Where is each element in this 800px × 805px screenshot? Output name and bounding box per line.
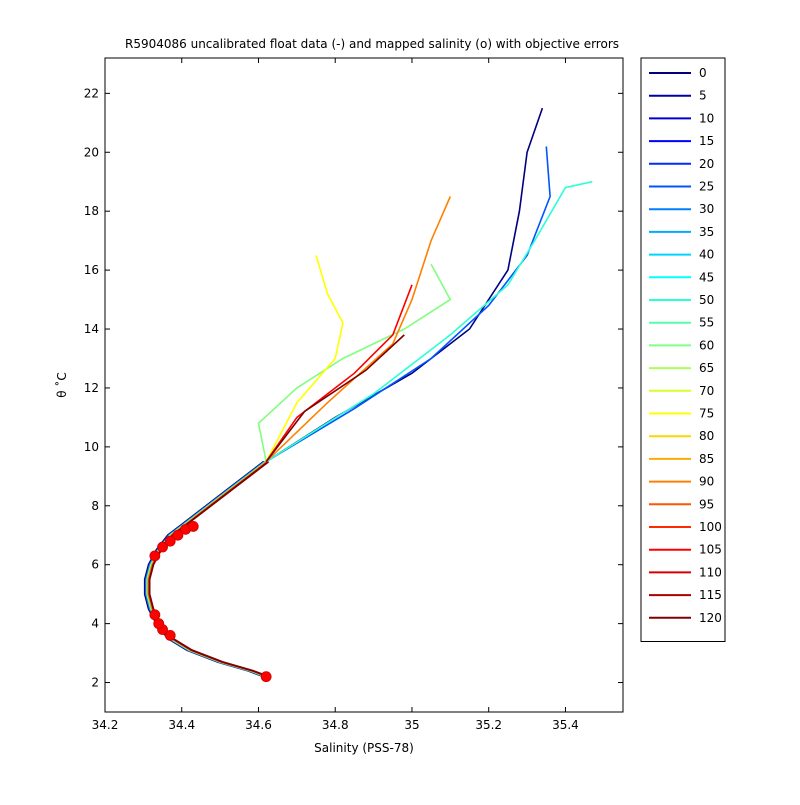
profile-line-deep — [148, 460, 270, 678]
legend-label: 105 — [699, 543, 722, 557]
y-tick-label: 4 — [91, 617, 99, 631]
x-tick-label: 35.4 — [552, 718, 579, 732]
legend-label: 110 — [699, 565, 722, 579]
legend-label: 0 — [699, 66, 707, 80]
legend-label: 5 — [699, 89, 707, 103]
legend-label: 120 — [699, 611, 722, 625]
legend-label: 65 — [699, 361, 714, 375]
y-tick-label: 12 — [84, 381, 99, 395]
y-tick-label: 10 — [84, 440, 99, 454]
legend-label: 80 — [699, 429, 714, 443]
legend-label: 10 — [699, 111, 714, 125]
legend-label: 35 — [699, 225, 714, 239]
mapped-salinity-marker — [149, 550, 161, 562]
y-tick-label: 14 — [84, 322, 99, 336]
mapped-salinity-marker — [164, 535, 176, 547]
y-tick-label: 2 — [91, 676, 99, 690]
y-tick-label: 18 — [84, 204, 99, 218]
y-tick-label: 22 — [84, 86, 99, 100]
y-tick-label: 16 — [84, 263, 99, 277]
y-tick-label: 6 — [91, 558, 99, 572]
legend-label: 60 — [699, 338, 714, 352]
legend-box — [640, 57, 726, 642]
legend-label: 75 — [699, 407, 714, 421]
x-tick-label: 34.2 — [92, 718, 119, 732]
y-tick-label: 8 — [91, 499, 99, 513]
profile-line-deep — [146, 460, 267, 678]
x-tick-label: 34.8 — [322, 718, 349, 732]
x-tick-label: 34.4 — [168, 718, 195, 732]
legend-label: 40 — [699, 248, 714, 262]
mapped-salinity-marker — [149, 609, 161, 621]
x-tick-label: 35 — [404, 718, 419, 732]
profile-line — [265, 180, 593, 463]
x-axis-label: Salinity (PSS-78) — [314, 741, 414, 755]
legend-label: 25 — [699, 180, 714, 194]
mapped-salinity-marker — [164, 630, 176, 641]
profile-line-deep — [143, 460, 265, 678]
mapped-salinity-marker — [260, 671, 272, 683]
profile-line — [265, 334, 405, 463]
legend-label: 115 — [699, 588, 722, 602]
chart-title: R5904086 uncalibrated float data (-) and… — [125, 37, 619, 51]
mapped-salinity-marker — [153, 618, 165, 630]
legend-label: 95 — [699, 497, 714, 511]
profile-line-deep — [147, 460, 268, 678]
legend-label: 45 — [699, 270, 714, 284]
legend-label: 20 — [699, 157, 714, 171]
legend-label: 100 — [699, 520, 722, 534]
legend-label: 30 — [699, 202, 714, 216]
profile-line — [265, 196, 452, 463]
profile-line — [257, 263, 452, 462]
x-tick-label: 35.2 — [475, 718, 502, 732]
profile-line — [265, 146, 551, 463]
profile-line — [265, 255, 344, 462]
legend-label: 15 — [699, 134, 714, 148]
profile-line — [265, 284, 413, 463]
profile-line-deep — [145, 460, 266, 678]
legend-label: 50 — [699, 293, 714, 307]
y-tick-label: 20 — [84, 145, 99, 159]
mapped-salinity-marker — [157, 541, 168, 553]
legend-label: 85 — [699, 452, 714, 466]
legend-label: 55 — [699, 316, 714, 330]
y-axis-label: θ ˚C — [54, 372, 69, 398]
plot-area-frame — [104, 57, 624, 713]
legend-label: 70 — [699, 384, 714, 398]
mapped-salinity-marker — [187, 521, 199, 532]
x-tick-label: 34.6 — [245, 718, 272, 732]
mapped-salinity-marker — [172, 529, 184, 541]
legend-label: 90 — [699, 475, 714, 489]
